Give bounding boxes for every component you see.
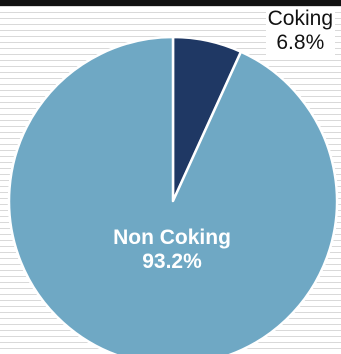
slice-label-non-coking: Non Coking 93.2% <box>96 226 248 274</box>
slice-label-non-coking-name: Non Coking <box>113 226 231 249</box>
pie-slice-non-coking <box>7 35 339 354</box>
slice-label-coking-name: Coking <box>267 7 333 30</box>
slice-label-coking-value: 6.8% <box>276 31 325 55</box>
slice-label-non-coking-value: 93.2% <box>142 250 202 274</box>
slice-label-coking: Coking 6.8% <box>265 7 335 56</box>
top-border-bar <box>0 0 341 6</box>
